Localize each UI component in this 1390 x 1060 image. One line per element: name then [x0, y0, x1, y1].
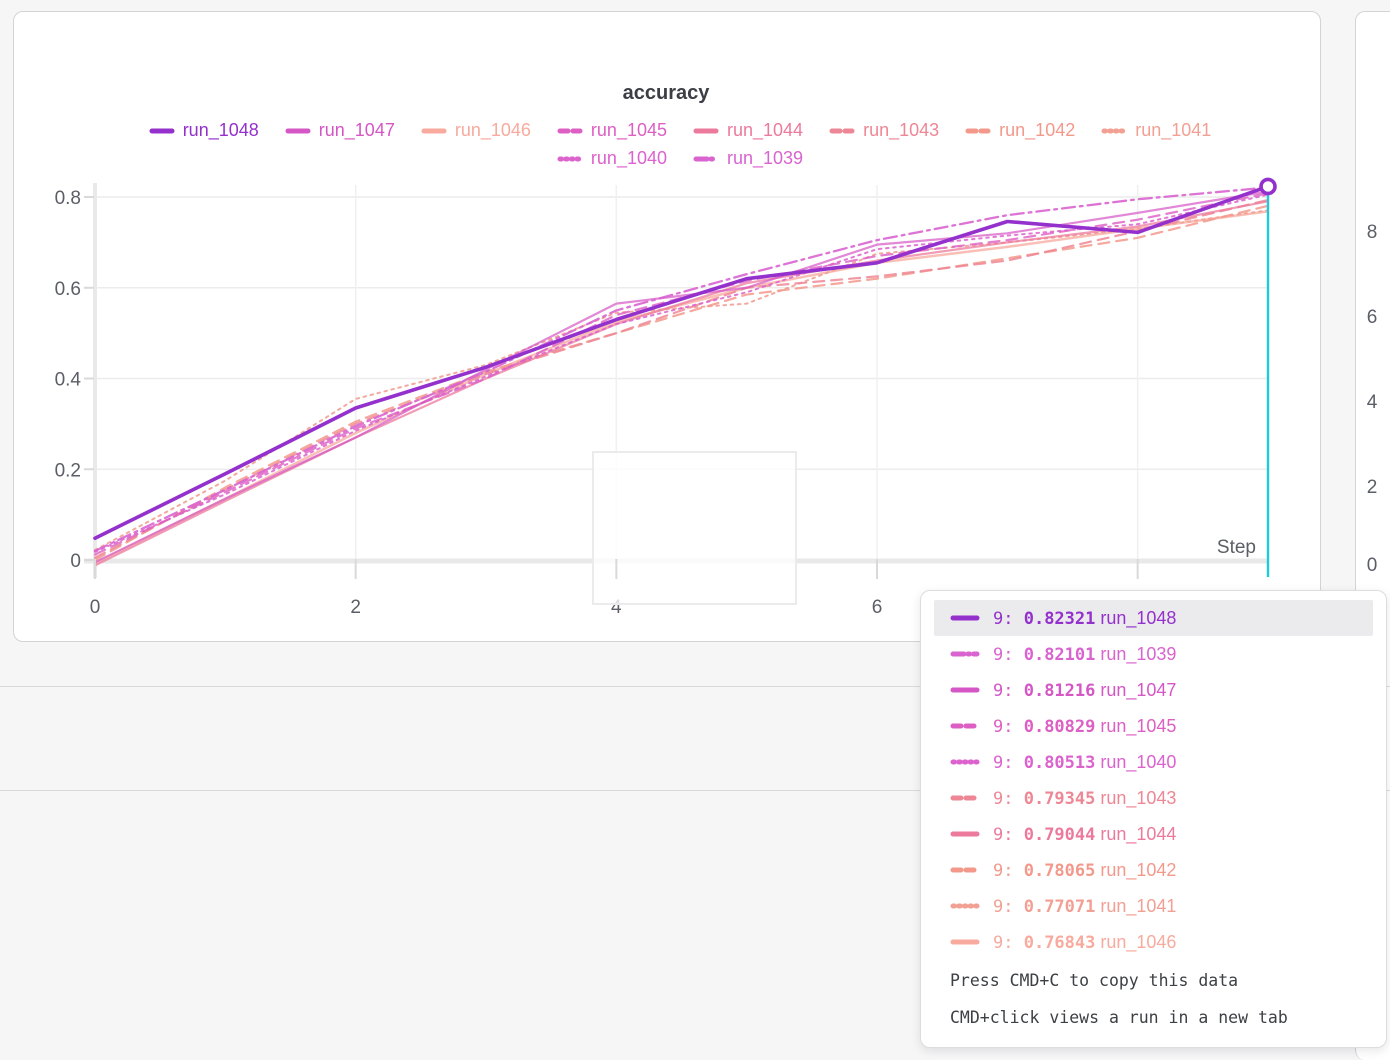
line-style-swatch-icon [557, 128, 583, 133]
line-style-swatch-icon [557, 156, 583, 161]
line-style-swatch-icon [950, 687, 980, 693]
section-divider [0, 686, 1390, 687]
y-tick-label: 0.6 [55, 279, 81, 300]
tooltip-row-text: 9: 0.79044 run_1044 [993, 823, 1177, 845]
series-line-run_1040[interactable] [94, 193, 1269, 553]
tooltip-footer-click-hint: CMD+click views a run in a new tab [950, 1008, 1288, 1027]
tooltip-row-run_1048[interactable]: 9: 0.82321 run_1048 [934, 600, 1373, 636]
adjacent-y-tick-label: 8 [1366, 222, 1378, 243]
tooltip-row-run_1047[interactable]: 9: 0.81216 run_1047 [934, 672, 1373, 708]
legend-label: run_1043 [863, 120, 940, 140]
legend-label: run_1041 [1135, 120, 1212, 140]
line-style-swatch-icon [693, 128, 719, 133]
tooltip-row-run_1039[interactable]: 9: 0.82101 run_1039 [934, 636, 1373, 672]
line-style-swatch-icon [693, 156, 719, 161]
adjacent-y-tick-label: 2 [1366, 477, 1378, 498]
line-style-swatch-icon [950, 759, 980, 765]
series-line-run_1039[interactable] [93, 186, 1270, 553]
legend-item-run_1046[interactable]: run_1046 [421, 120, 531, 141]
line-style-swatch-icon [421, 128, 447, 133]
series-line-run_1047[interactable] [93, 190, 1270, 564]
legend-label: run_1044 [727, 120, 804, 140]
tooltip-row-run_1046[interactable]: 9: 0.76843 run_1046 [934, 924, 1373, 960]
legend-label: run_1045 [590, 120, 667, 140]
series-line-run_1042[interactable] [93, 204, 1270, 562]
tooltip-row-text: 9: 0.80513 run_1040 [993, 751, 1177, 773]
legend-item-run_1042[interactable]: run_1042 [965, 120, 1075, 141]
tooltip-row-text: 9: 0.79345 run_1043 [993, 787, 1177, 809]
legend-label: run_1047 [318, 120, 395, 140]
tooltip-row-run_1041[interactable]: 9: 0.77071 run_1041 [934, 888, 1373, 924]
adjacent-y-tick-label: 0 [1366, 555, 1378, 576]
adjacent-y-tick-label: 6 [1366, 307, 1378, 328]
line-style-swatch-icon [149, 128, 175, 133]
line-style-swatch-icon [829, 128, 855, 133]
hover-point-marker [1259, 177, 1277, 196]
series-line-run_1048[interactable] [93, 184, 1270, 541]
tooltip-row-run_1045[interactable]: 9: 0.80829 run_1045 [934, 708, 1373, 744]
tooltip-row-text: 9: 0.80829 run_1045 [993, 715, 1177, 737]
legend-item-run_1044[interactable]: run_1044 [693, 120, 803, 141]
y-axis-line [93, 183, 97, 578]
tooltip-row-text: 9: 0.77071 run_1041 [993, 895, 1177, 917]
line-style-swatch-icon [950, 723, 980, 729]
legend-label: run_1048 [182, 120, 259, 140]
hover-tooltip: 9: 0.82321 run_1048 9: 0.82101 run_1039 9:… [920, 590, 1387, 1048]
line-style-swatch-icon [950, 939, 980, 945]
x-axis-label: Step [1216, 537, 1256, 558]
legend-item-run_1041[interactable]: run_1041 [1101, 120, 1211, 141]
section-divider [0, 790, 1390, 791]
line-style-swatch-icon [1101, 128, 1127, 133]
y-tick-label: 0.8 [55, 188, 81, 209]
legend-item-run_1048[interactable]: run_1048 [149, 120, 259, 141]
tooltip-row-run_1043[interactable]: 9: 0.79345 run_1043 [934, 780, 1373, 816]
x-tick-label: 6 [872, 597, 883, 618]
selection-overlay-box [592, 451, 797, 605]
tooltip-row-text: 9: 0.82321 run_1048 [993, 607, 1177, 629]
tooltip-row-text: 9: 0.76843 run_1046 [993, 931, 1177, 953]
tooltip-rows: 9: 0.82321 run_1048 9: 0.82101 run_1039 9:… [921, 600, 1386, 960]
tooltip-footer-copy-hint: Press CMD+C to copy this data [950, 971, 1239, 990]
legend-label: run_1046 [454, 120, 531, 140]
chart-legend: run_1048 run_1047 run_1046 run_1045 run_1044… [90, 120, 1270, 169]
y-tick-label: 0.2 [55, 460, 81, 481]
line-style-swatch-icon [285, 128, 311, 133]
tooltip-row-text: 9: 0.78065 run_1042 [993, 859, 1177, 881]
legend-item-run_1039[interactable]: run_1039 [693, 148, 803, 169]
tooltip-row-text: 9: 0.81216 run_1047 [993, 679, 1177, 701]
x-tick-label: 2 [350, 597, 361, 618]
x-tick-label: 4 [611, 597, 622, 618]
legend-item-run_1045[interactable]: run_1045 [557, 120, 667, 141]
y-tick-label: 0 [70, 551, 81, 572]
chart-title: accuracy [622, 82, 710, 104]
legend-label: run_1039 [727, 148, 804, 168]
tooltip-row-run_1042[interactable]: 9: 0.78065 run_1042 [934, 852, 1373, 888]
legend-label: run_1042 [999, 120, 1076, 140]
line-style-swatch-icon [950, 903, 980, 909]
tooltip-row-run_1040[interactable]: 9: 0.80513 run_1040 [934, 744, 1373, 780]
legend-item-run_1043[interactable]: run_1043 [829, 120, 939, 141]
legend-label: run_1040 [590, 148, 667, 168]
adjacent-y-tick-label: 4 [1366, 392, 1378, 413]
line-style-swatch-icon [965, 128, 991, 133]
x-tick-label: 0 [90, 597, 101, 618]
line-style-swatch-icon [950, 651, 980, 657]
y-tick-label: 0.4 [55, 370, 82, 391]
line-style-swatch-icon [950, 831, 980, 837]
tooltip-row-run_1044[interactable]: 9: 0.79044 run_1044 [934, 816, 1373, 852]
tooltip-row-text: 9: 0.82101 run_1039 [993, 643, 1177, 665]
line-style-swatch-icon [950, 867, 980, 873]
line-style-swatch-icon [950, 615, 980, 621]
line-style-swatch-icon [950, 795, 980, 801]
legend-item-run_1047[interactable]: run_1047 [285, 120, 395, 141]
legend-item-run_1040[interactable]: run_1040 [557, 148, 667, 169]
